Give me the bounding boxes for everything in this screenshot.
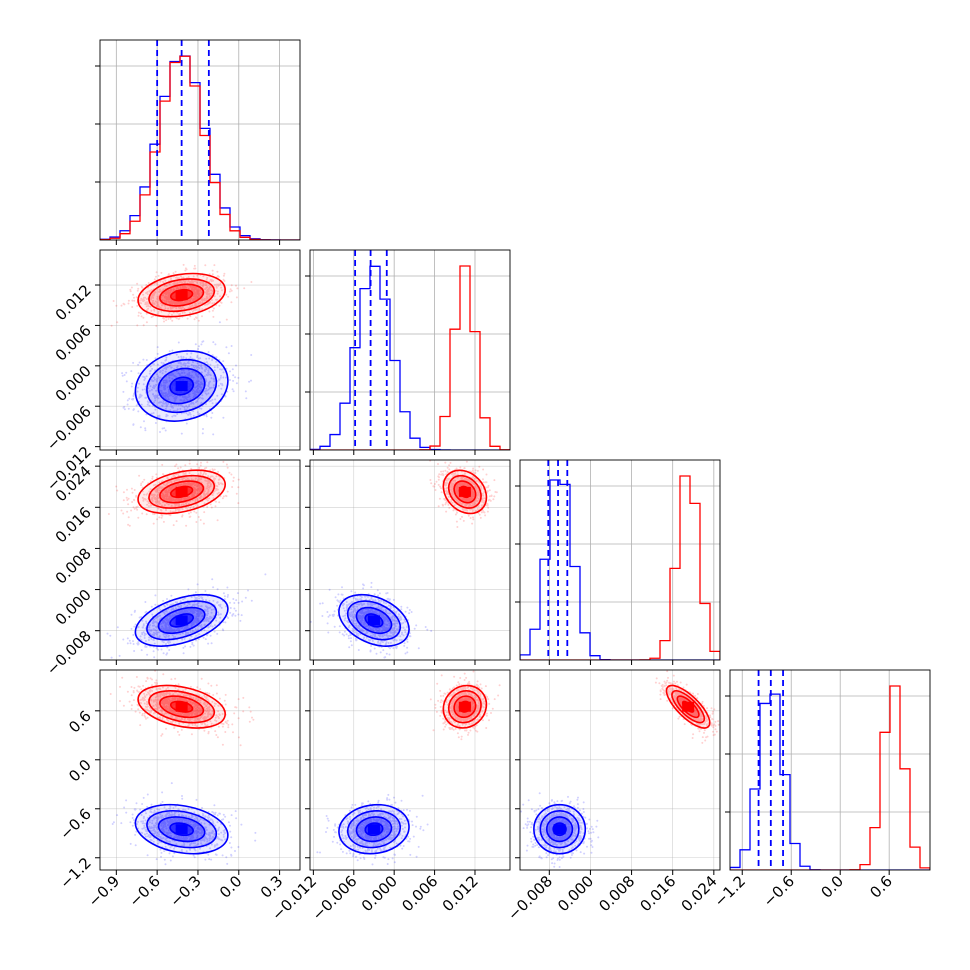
panel-2-1 — [305, 459, 511, 665]
xtick-label-0-3: 0.0 — [216, 872, 246, 902]
xtick-label-0-2: −0.3 — [166, 872, 204, 910]
panel-frame-1-0 — [99, 249, 301, 451]
peak-series_a-1-0 — [175, 290, 188, 301]
histogram-red-1 — [310, 265, 510, 450]
xtick-label-1-2: 0.000 — [358, 872, 401, 915]
peak-series_b-3-0 — [175, 824, 188, 835]
peak-series_a-3-2 — [682, 701, 695, 712]
panel-frame-3-0 — [99, 669, 301, 871]
ytick-label-2-3: 0.016 — [52, 503, 95, 546]
peak-series_b-2-1 — [367, 615, 380, 626]
ytick-label-1-2: 0.000 — [52, 362, 95, 405]
ytick-label-2-1: 0.000 — [52, 586, 95, 629]
xtick-label-1-4: 0.012 — [439, 872, 482, 915]
scatter-series_b-3-2 — [520, 792, 600, 868]
panel-1-1 — [305, 249, 511, 455]
peak-series_b-2-0 — [175, 615, 188, 626]
histogram-blue-0 — [100, 55, 300, 240]
ytick-label-3-1: −0.6 — [56, 805, 94, 843]
peak-series_b-1-0 — [175, 381, 188, 392]
peak-series_a-3-0 — [175, 701, 188, 712]
ytick-label-1-3: 0.006 — [52, 322, 95, 365]
panel-3-3: −1.2 −0.6 0.0 0.6 — [711, 669, 931, 911]
panel-frame-2-2 — [519, 459, 721, 661]
ytick-label-3-0: −1.2 — [56, 854, 94, 892]
panel-frame-3-1 — [309, 669, 511, 871]
panel-2-2 — [515, 459, 721, 665]
xtick-label-1-1: −0.006 — [309, 872, 361, 924]
ytick-label-1-1: −0.006 — [43, 402, 95, 454]
panel-frame-3-2 — [519, 669, 721, 871]
peak-series_a-2-0 — [175, 486, 188, 497]
ytick-label-1-4: 0.012 — [52, 281, 95, 324]
xtick-label-3-2: 0.0 — [817, 872, 847, 902]
panel-frame-1-1 — [309, 249, 511, 451]
ytick-label-3-2: 0.0 — [65, 756, 95, 786]
xtick-label-3-1: −0.6 — [760, 872, 798, 910]
peak-series_b-3-1 — [367, 824, 380, 835]
ytick-label-2-0: −0.008 — [43, 627, 95, 679]
xtick-label-1-3: 0.006 — [398, 872, 441, 915]
peak-series_a-3-1 — [458, 701, 471, 712]
xtick-label-2-3: 0.016 — [636, 872, 679, 915]
histogram-blue-2 — [520, 479, 720, 660]
histogram-blue-3 — [730, 693, 930, 870]
panel-frame-3-3 — [729, 669, 931, 871]
xtick-label-0-1: −0.6 — [125, 872, 163, 910]
peak-series_a-2-1 — [458, 486, 471, 497]
panel-3-0: −0.9 −0.6 −0.3 0.0 0.3−1.2−0.60.00.6 — [56, 669, 301, 911]
panel-frame-0-0 — [99, 39, 301, 241]
panel-frame-2-1 — [309, 459, 511, 661]
peak-series_b-3-2 — [553, 824, 566, 835]
xtick-label-3-3: 0.6 — [866, 872, 896, 902]
panel-frame-2-0 — [99, 459, 301, 661]
panel-0-0 — [95, 39, 301, 245]
xtick-label-2-0: −0.008 — [504, 872, 556, 924]
xtick-label-2-2: 0.008 — [595, 872, 638, 915]
ytick-label-3-3: 0.6 — [65, 707, 95, 737]
xtick-label-2-1: 0.000 — [554, 872, 597, 915]
ytick-label-2-2: 0.008 — [52, 545, 95, 588]
xtick-label-3-0: −1.2 — [711, 872, 749, 910]
xtick-label-0-0: −0.9 — [85, 872, 123, 910]
